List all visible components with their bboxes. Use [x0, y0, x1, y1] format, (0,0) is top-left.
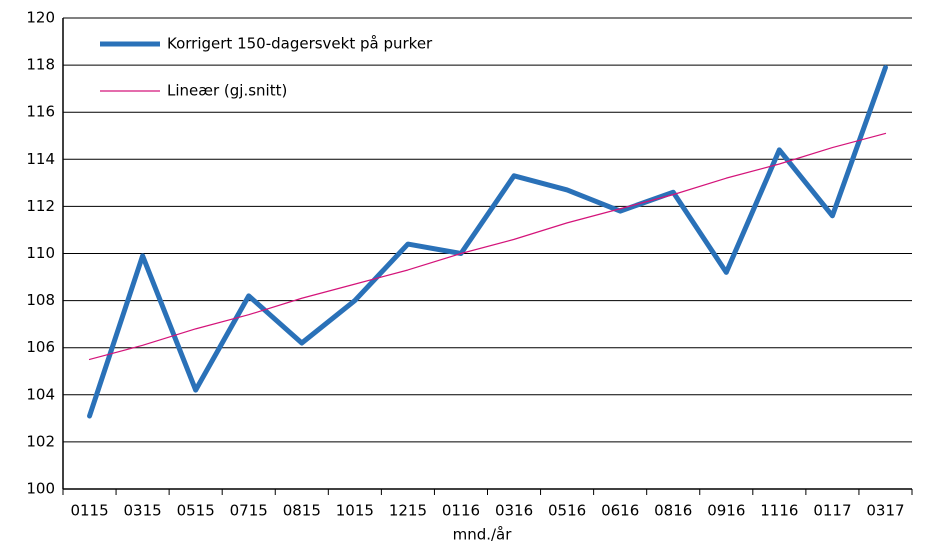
legend-label: Lineær (gj.snitt)	[167, 82, 287, 100]
y-tick-label: 112	[26, 197, 55, 215]
x-tick-label: 0315	[124, 502, 162, 520]
y-tick-label: 120	[26, 9, 55, 27]
y-tick-label: 106	[26, 338, 55, 356]
x-tick-label: 0616	[601, 502, 639, 520]
y-tick-label: 116	[26, 103, 55, 121]
y-tick-label: 102	[26, 432, 55, 450]
x-tick-label: 0317	[866, 502, 904, 520]
x-tick-label: 0916	[707, 502, 745, 520]
y-tick-label: 118	[26, 56, 55, 74]
x-tick-label: 0316	[495, 502, 533, 520]
x-axis-label: mnd./år	[453, 526, 513, 544]
series-line	[87, 64, 888, 419]
y-tick-label: 104	[26, 385, 55, 403]
x-tick-label: 1215	[389, 502, 427, 520]
x-tick-label: 1015	[336, 502, 374, 520]
y-tick-label: 108	[26, 291, 55, 309]
x-tick-label: 0816	[654, 502, 692, 520]
x-tick-label: 0117	[813, 502, 851, 520]
x-tick-label: 0116	[442, 502, 480, 520]
series-line	[88, 132, 887, 361]
x-tick-label: 0815	[283, 502, 321, 520]
y-tick-label: 110	[26, 244, 55, 262]
x-tick-label: 0516	[548, 502, 586, 520]
legend-label: Korrigert 150-dagersvekt på purker	[167, 35, 433, 53]
x-tick-label: 0515	[177, 502, 215, 520]
x-tick-label: 0715	[230, 502, 268, 520]
y-tick-label: 100	[26, 480, 55, 498]
x-tick-label: 1116	[760, 502, 798, 520]
y-tick-label: 114	[26, 150, 55, 168]
x-tick-label: 0115	[70, 502, 108, 520]
